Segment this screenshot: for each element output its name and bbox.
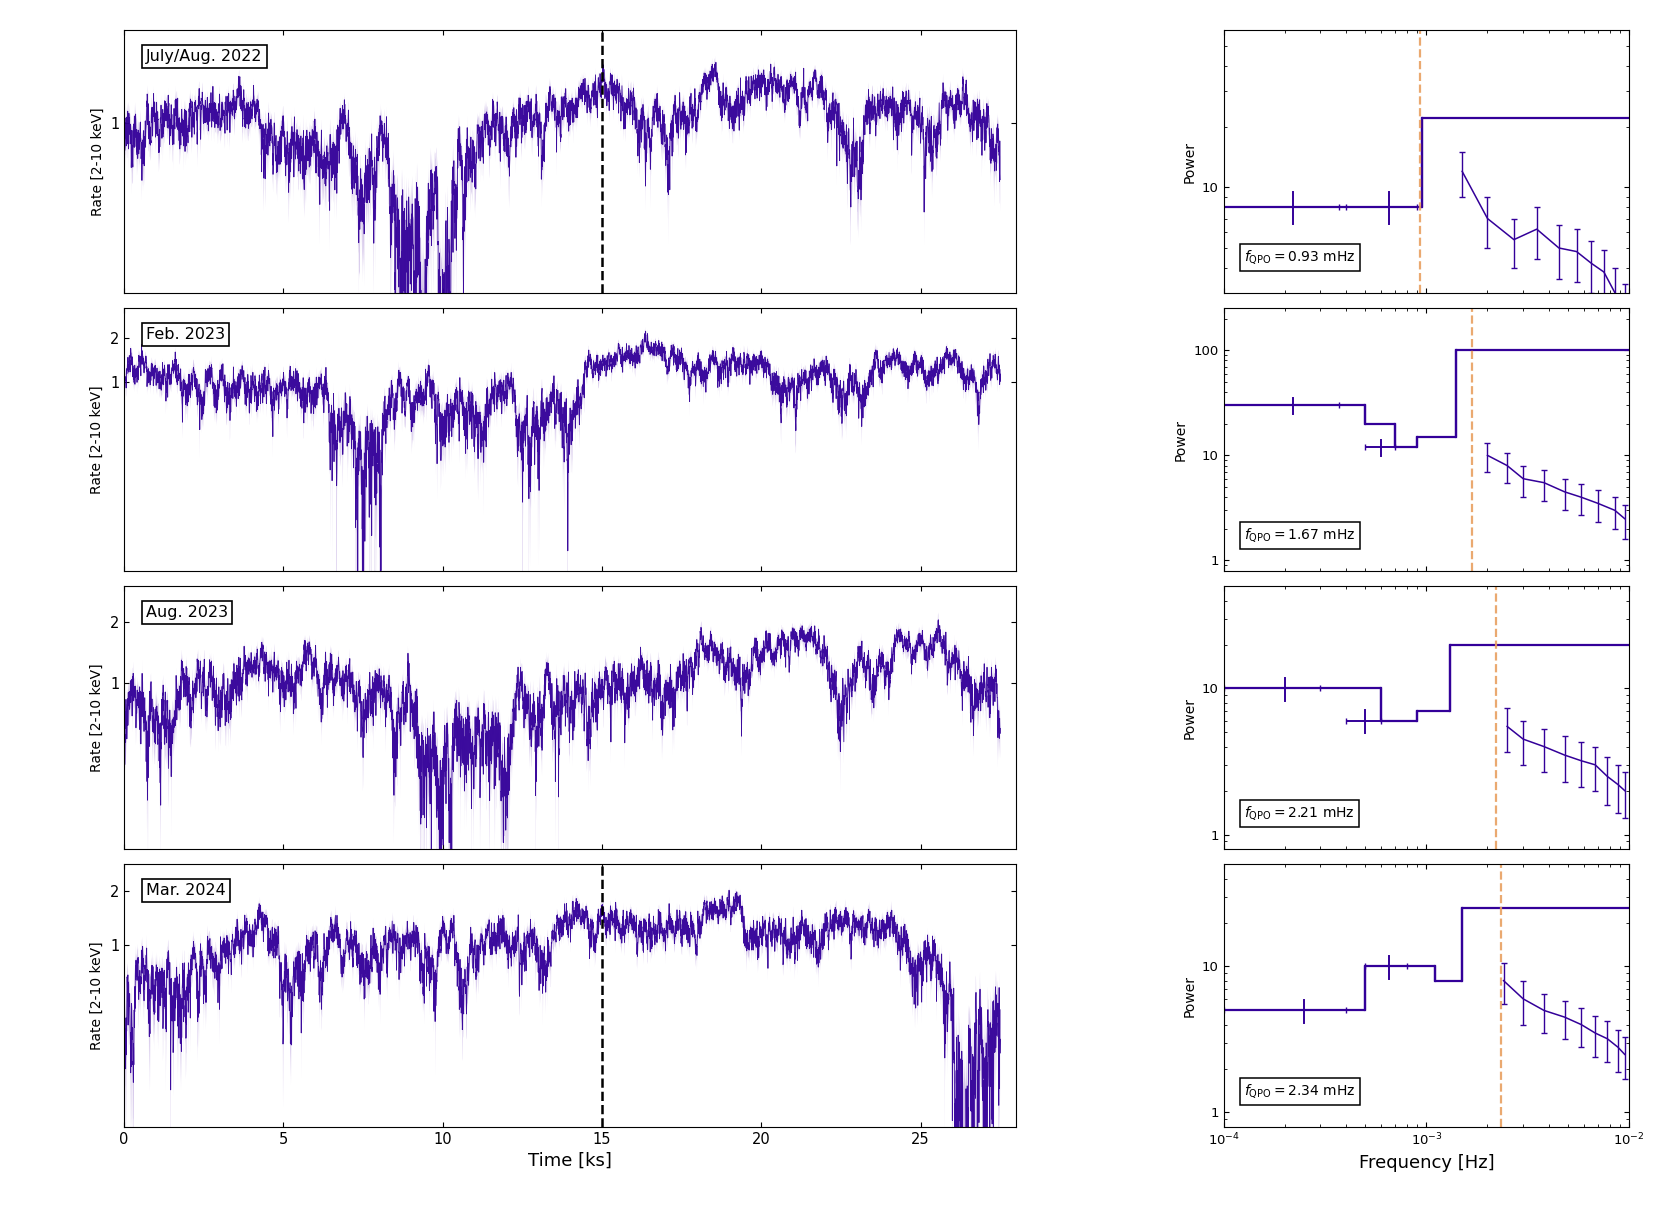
Y-axis label: Power: Power — [1183, 140, 1196, 183]
Text: Mar. 2024: Mar. 2024 — [146, 883, 227, 898]
Text: July/Aug. 2022: July/Aug. 2022 — [146, 49, 263, 63]
Y-axis label: Rate [2-10 keV]: Rate [2-10 keV] — [91, 942, 104, 1050]
Y-axis label: Power: Power — [1183, 974, 1196, 1017]
Text: $f_{\rm QPO} = 1.67$ mHz: $f_{\rm QPO} = 1.67$ mHz — [1244, 526, 1355, 544]
X-axis label: Frequency [Hz]: Frequency [Hz] — [1358, 1153, 1494, 1172]
Text: $f_{\rm QPO} = 0.93$ mHz: $f_{\rm QPO} = 0.93$ mHz — [1244, 248, 1355, 267]
Text: Feb. 2023: Feb. 2023 — [146, 326, 225, 342]
Y-axis label: Power: Power — [1174, 419, 1188, 460]
Y-axis label: Rate [2-10 keV]: Rate [2-10 keV] — [91, 664, 104, 772]
X-axis label: Time [ks]: Time [ks] — [528, 1152, 612, 1170]
Y-axis label: Rate [2-10 keV]: Rate [2-10 keV] — [91, 385, 104, 493]
Y-axis label: Power: Power — [1183, 697, 1196, 738]
Text: $f_{\rm QPO} = 2.34$ mHz: $f_{\rm QPO} = 2.34$ mHz — [1244, 1083, 1355, 1100]
Text: $f_{\rm QPO} = 2.21$ mHz: $f_{\rm QPO} = 2.21$ mHz — [1244, 804, 1355, 822]
Y-axis label: Rate [2-10 keV]: Rate [2-10 keV] — [91, 107, 104, 216]
Text: Aug. 2023: Aug. 2023 — [146, 605, 228, 620]
